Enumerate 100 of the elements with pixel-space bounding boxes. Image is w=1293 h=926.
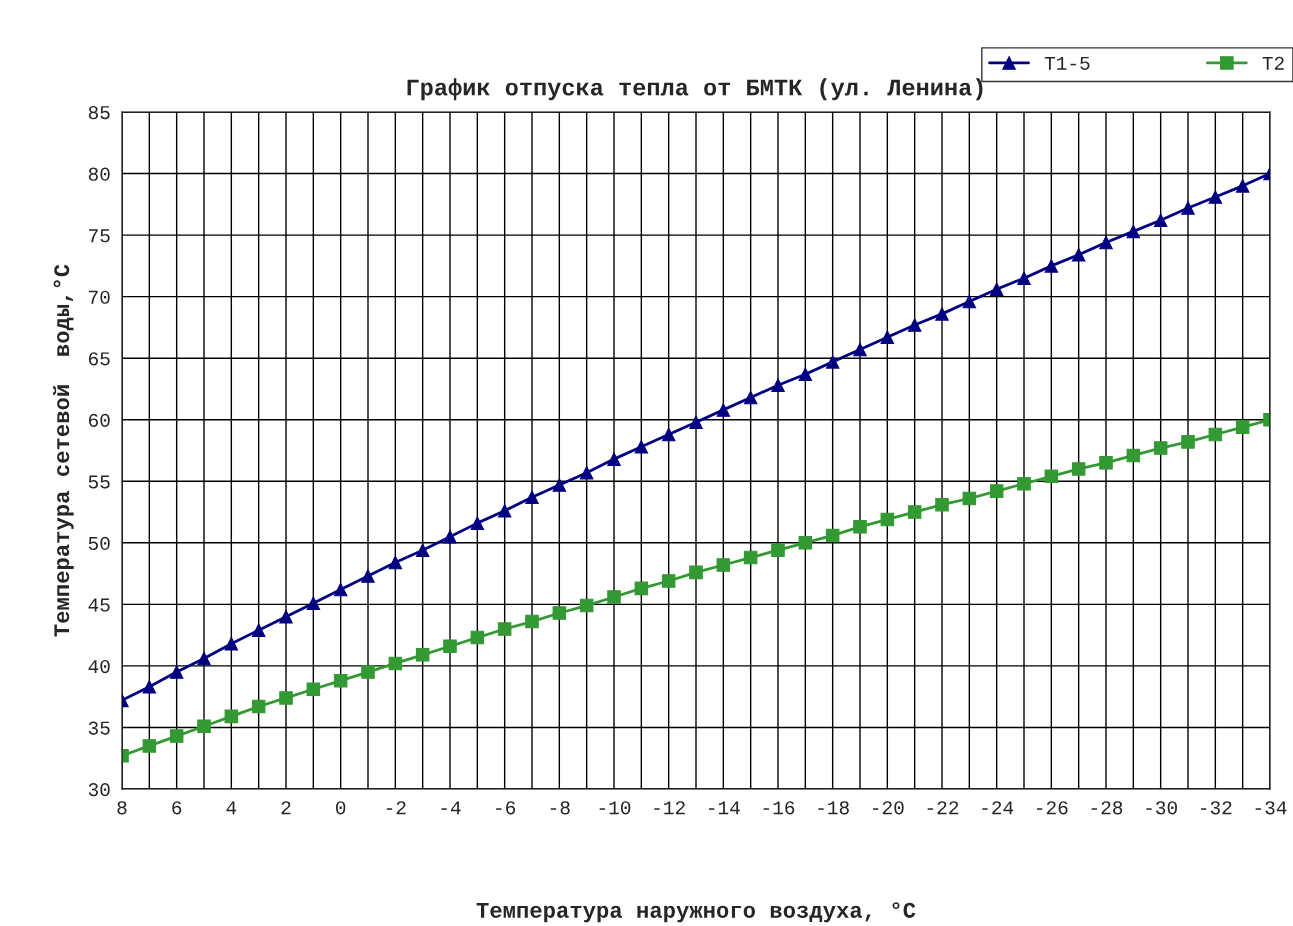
point <box>853 520 867 534</box>
point <box>169 665 184 679</box>
point <box>907 505 922 519</box>
point <box>525 490 539 505</box>
point <box>497 622 512 636</box>
point <box>1071 248 1086 262</box>
point <box>798 536 813 550</box>
point <box>306 682 321 697</box>
y-tick-label: 60 <box>88 413 110 427</box>
point <box>1126 448 1141 463</box>
point <box>1181 435 1195 449</box>
point <box>1208 427 1223 442</box>
point <box>306 596 321 610</box>
y-tick-label: 70 <box>89 290 110 304</box>
x-tick-label: 8 <box>117 801 127 815</box>
point <box>607 590 621 604</box>
y-tick-label: 35 <box>88 721 110 735</box>
x-tick-label: -14 <box>709 801 740 815</box>
x-tick-label: -10 <box>599 801 631 815</box>
point <box>579 598 594 613</box>
y-tick-label: 85 <box>88 106 110 120</box>
point <box>142 739 157 753</box>
x-tick-label: -20 <box>873 801 904 815</box>
x-tick-label: -26 <box>1037 801 1068 815</box>
y-tick-label: 30 <box>88 783 110 797</box>
point <box>224 636 239 651</box>
point <box>989 484 1004 498</box>
x-tick-label: 2 <box>281 801 291 815</box>
point <box>415 648 430 662</box>
point <box>935 497 949 512</box>
point <box>497 504 512 518</box>
y-tick-label: 80 <box>88 167 110 181</box>
x-tick-label: -34 <box>1255 801 1287 815</box>
point <box>1017 271 1031 285</box>
legend-label: T2 <box>1262 56 1284 70</box>
point <box>935 307 949 321</box>
x-tick-label: -12 <box>654 801 685 815</box>
point <box>607 452 621 466</box>
point <box>1181 201 1195 215</box>
point <box>880 330 895 345</box>
point <box>552 606 567 620</box>
point <box>1017 476 1031 491</box>
point <box>1071 462 1086 476</box>
point <box>716 558 731 572</box>
point <box>853 342 867 357</box>
x-tick-label: -30 <box>1146 801 1177 815</box>
point <box>689 415 703 429</box>
point <box>1208 190 1223 204</box>
x-tick-label: -6 <box>496 801 516 815</box>
point <box>825 355 840 369</box>
x-tick-label: -8 <box>550 801 570 815</box>
x-tick-label: -18 <box>818 801 849 815</box>
x-tick-label: -16 <box>763 801 795 815</box>
point <box>333 582 348 597</box>
x-tick-label: -24 <box>982 801 1014 815</box>
point <box>279 691 293 705</box>
point <box>169 729 184 743</box>
point <box>388 555 403 570</box>
point <box>415 543 430 557</box>
point <box>716 403 731 417</box>
point <box>333 673 348 688</box>
y-tick-label: 50 <box>88 536 110 551</box>
point <box>525 614 539 629</box>
point <box>825 528 840 543</box>
point <box>443 529 457 544</box>
x-tick-label: -28 <box>1091 801 1123 815</box>
point <box>771 543 785 557</box>
x-axis-title: Температура наружного воздуха, °C <box>476 902 916 923</box>
point <box>470 516 485 530</box>
point <box>279 609 293 624</box>
y-tick-label: 45 <box>88 598 110 612</box>
x-tick-label: -4 <box>441 801 461 815</box>
point <box>1126 224 1141 239</box>
point <box>743 550 758 565</box>
point <box>743 390 758 405</box>
point <box>661 574 676 588</box>
x-tick-label: 4 <box>226 801 237 815</box>
point <box>251 699 266 714</box>
point <box>552 478 567 492</box>
point <box>989 282 1004 297</box>
point <box>579 465 594 480</box>
point <box>142 680 157 694</box>
point <box>907 318 922 332</box>
point <box>962 294 977 309</box>
x-tick-label: 6 <box>172 801 182 815</box>
point <box>1235 420 1250 434</box>
point <box>361 665 375 679</box>
point <box>361 569 375 583</box>
y-tick-label: 55 <box>88 475 110 489</box>
x-tick-label: -2 <box>386 801 406 815</box>
point <box>689 565 703 580</box>
point <box>1099 235 1113 250</box>
point <box>1099 456 1113 470</box>
point <box>1044 259 1059 273</box>
point <box>634 440 649 454</box>
point <box>197 651 211 666</box>
point <box>771 378 785 393</box>
point <box>962 491 977 506</box>
point <box>1153 213 1168 228</box>
x-tick-label: -22 <box>927 801 959 815</box>
